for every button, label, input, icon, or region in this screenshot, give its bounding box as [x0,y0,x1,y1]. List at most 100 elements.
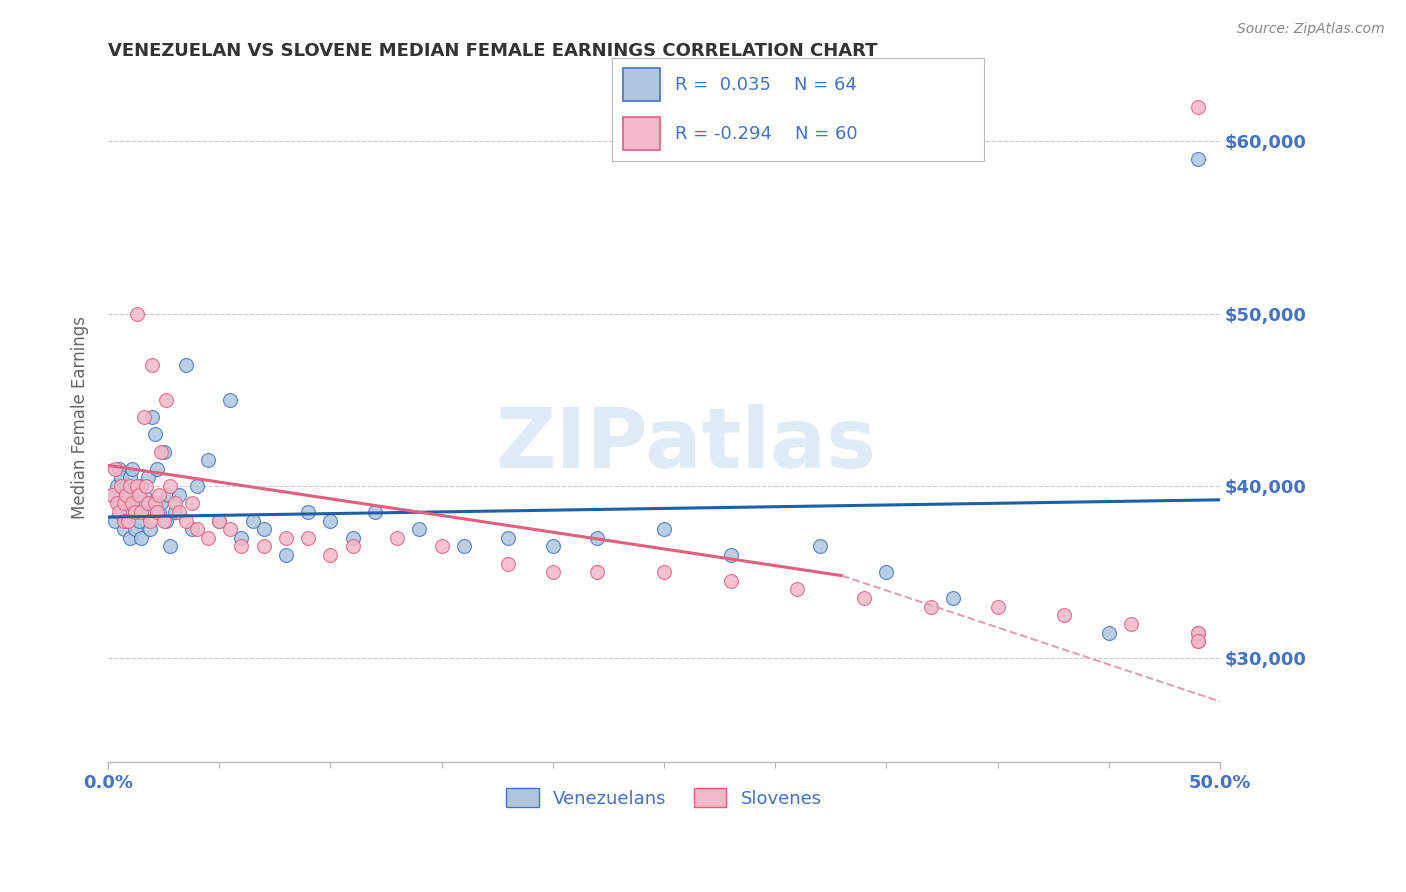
Point [135,479,157,493]
Point [157,488,180,502]
Point [143,496,166,510]
Point [1187,625,1209,640]
Point [120,470,142,484]
Point [274,548,297,562]
Legend: Venezuelans, Slovenes: Venezuelans, Slovenes [499,781,830,814]
Point [219,392,242,407]
Point [342,540,364,554]
Point [1187,634,1209,648]
Point [146,505,169,519]
Point [652,565,675,579]
Point [120,531,142,545]
Point [586,531,609,545]
Point [101,488,124,502]
Point [297,505,319,519]
Point [181,496,204,510]
Point [163,505,186,519]
Point [148,505,170,519]
Point [104,514,127,528]
Text: ZIPatlas: ZIPatlas [496,404,877,485]
Point [498,531,520,545]
Point [114,488,136,502]
Point [197,531,219,545]
Point [159,540,181,554]
Point [167,505,190,519]
Point [197,453,219,467]
Point [101,488,124,502]
Point [112,522,135,536]
Point [208,514,231,528]
Point [117,505,139,519]
FancyBboxPatch shape [623,68,659,101]
Point [148,488,170,502]
Point [1098,625,1121,640]
Point [159,479,181,493]
Point [875,565,897,579]
Point [136,496,159,510]
FancyBboxPatch shape [623,118,659,150]
Point [125,479,148,493]
Point [128,514,150,528]
Point [136,470,159,484]
Point [167,488,190,502]
Point [453,540,475,554]
Point [163,496,186,510]
Point [186,522,208,536]
Point [131,531,153,545]
Point [150,444,173,458]
Point [274,531,297,545]
Point [231,540,253,554]
Point [125,488,148,502]
Point [297,531,319,545]
Point [112,514,135,528]
Point [104,462,127,476]
Point [112,496,135,510]
Point [786,582,808,597]
Point [124,522,146,536]
Point [385,531,408,545]
Point [110,470,132,484]
Point [1053,608,1076,623]
Point [498,557,520,571]
Point [942,591,965,605]
Point [652,522,675,536]
Point [541,565,564,579]
Point [125,307,148,321]
Point [342,531,364,545]
Point [121,462,143,476]
Point [920,599,942,614]
Point [181,522,204,536]
Point [364,505,387,519]
Point [105,479,128,493]
Point [110,479,132,493]
Point [121,496,143,510]
Point [430,540,453,554]
Point [155,392,177,407]
Point [720,548,742,562]
Point [117,514,139,528]
Point [114,479,136,493]
Point [319,514,342,528]
Point [986,599,1008,614]
Point [112,496,135,510]
Point [121,496,143,510]
Point [1187,152,1209,166]
Point [720,574,742,588]
Point [128,488,150,502]
Point [117,488,139,502]
Point [141,410,163,425]
Point [146,462,169,476]
Point [152,514,174,528]
Point [319,548,342,562]
Point [1187,100,1209,114]
Point [120,479,142,493]
Point [1187,625,1209,640]
Point [242,514,264,528]
Point [132,488,155,502]
Point [110,505,132,519]
Point [408,522,430,536]
Point [152,444,174,458]
Point [143,427,166,442]
Point [174,514,197,528]
Point [253,540,276,554]
